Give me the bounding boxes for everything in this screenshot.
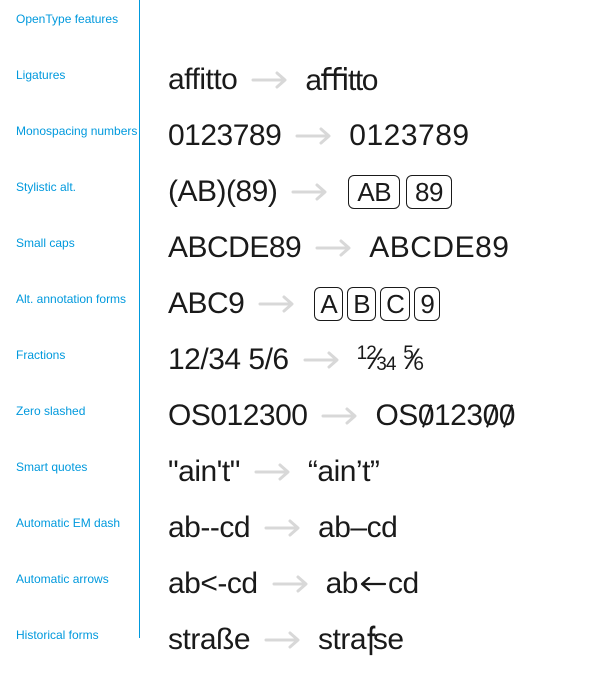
sidebar-item-historical: Historical forms: [16, 624, 139, 680]
sample-before: "ain't": [168, 455, 240, 489]
sidebar-item-stylistic: Stylistic alt.: [16, 176, 139, 232]
row-zeroslash: OS012300 OS012300: [168, 388, 606, 444]
sample-after: 12 ⁄ 34 5 ⁄ 6: [357, 343, 423, 377]
sample-after: AB 89: [345, 175, 455, 209]
fraction-denominator: 34: [376, 354, 395, 376]
sample-after: aﬃtto: [305, 63, 377, 98]
row-smartquotes: "ain't" “ain’t”: [168, 444, 606, 500]
sidebar-item-emdash: Automatic EM dash: [16, 512, 139, 568]
sidebar-item-smallcaps: Small caps: [16, 232, 139, 288]
sample-before: ab--cd: [168, 511, 250, 545]
sidebar: OpenType features Ligatures Monospacing …: [0, 0, 140, 638]
sample-before: ABCDE89: [168, 231, 301, 265]
arrow-icon: [321, 406, 361, 426]
arrow-icon: [258, 294, 298, 314]
sidebar-item-smartquotes: Smart quotes: [16, 456, 139, 512]
row-monospace: 0123789 0123789: [168, 108, 606, 164]
sidebar-item-zeroslash: Zero slashed: [16, 400, 139, 456]
sample-before: affitto: [168, 63, 237, 97]
sample-after: ABCDE89: [369, 231, 509, 265]
sample-before: 12/34 5/6: [168, 343, 289, 377]
sample-before: (AB)(89): [168, 175, 277, 209]
left-arrow-icon: [359, 575, 387, 593]
row-ligatures: affitto aﬃtto: [168, 52, 606, 108]
boxed-glyph: A: [314, 287, 343, 321]
arrow-icon: [303, 350, 343, 370]
row-smallcaps: ABCDE89 ABCDE89: [168, 220, 606, 276]
row-fractions: 12/34 5/6 12 ⁄ 34 5 ⁄ 6: [168, 332, 606, 388]
row-stylistic: (AB)(89) AB 89: [168, 164, 606, 220]
sidebar-item-arrows: Automatic arrows: [16, 568, 139, 624]
boxed-glyph: AB: [348, 175, 400, 209]
row-emdash: ab--cd ab–cd: [168, 500, 606, 556]
slashed-zero: 0: [418, 399, 434, 433]
fraction-numerator: 5: [403, 343, 413, 365]
boxed-glyph: B: [347, 287, 376, 321]
fraction-denominator: 6: [413, 354, 423, 376]
sample-after: OS012300: [375, 399, 514, 433]
fraction-numerator: 12: [357, 343, 376, 365]
sample-after: A B C 9: [312, 287, 442, 321]
arrow-icon: [272, 574, 312, 594]
sidebar-title: OpenType features: [16, 12, 139, 26]
row-annotation: ABC9 A B C 9: [168, 276, 606, 332]
arrow-icon: [251, 70, 291, 90]
sample-before: straße: [168, 623, 250, 657]
sample-before: 0123789: [168, 119, 281, 153]
sample-after: abcd: [326, 567, 419, 601]
sample-after: ab–cd: [318, 511, 397, 545]
sample-before: OS012300: [168, 399, 307, 433]
boxed-glyph: 9: [414, 287, 440, 321]
sample-after: “ain’t”: [308, 455, 380, 489]
long-s-glyph: f: [367, 620, 375, 666]
boxed-glyph: 89: [406, 175, 452, 209]
slashed-zero: 0: [483, 399, 499, 433]
arrow-icon: [264, 518, 304, 538]
arrow-icon: [254, 462, 294, 482]
sidebar-item-ligatures: Ligatures: [16, 64, 139, 120]
row-historical: straße strafse: [168, 612, 606, 668]
samples-column: affitto aﬃtto 0123789 0123789 (AB)(89) A…: [140, 0, 606, 638]
sidebar-item-monospace: Monospacing numbers: [16, 120, 139, 176]
sample-before: ABC9: [168, 287, 244, 321]
row-arrows: ab<-cd abcd: [168, 556, 606, 612]
sidebar-item-fractions: Fractions: [16, 344, 139, 400]
sample-before: ab<-cd: [168, 567, 258, 601]
arrow-icon: [295, 126, 335, 146]
slashed-zero: 0: [499, 399, 515, 433]
sidebar-item-annotation: Alt. annotation forms: [16, 288, 139, 344]
arrow-icon: [291, 182, 331, 202]
arrow-icon: [315, 238, 355, 258]
arrow-icon: [264, 630, 304, 650]
boxed-glyph: C: [380, 287, 410, 321]
sample-after: strafse: [318, 623, 404, 657]
sample-after: 0123789: [349, 119, 469, 153]
